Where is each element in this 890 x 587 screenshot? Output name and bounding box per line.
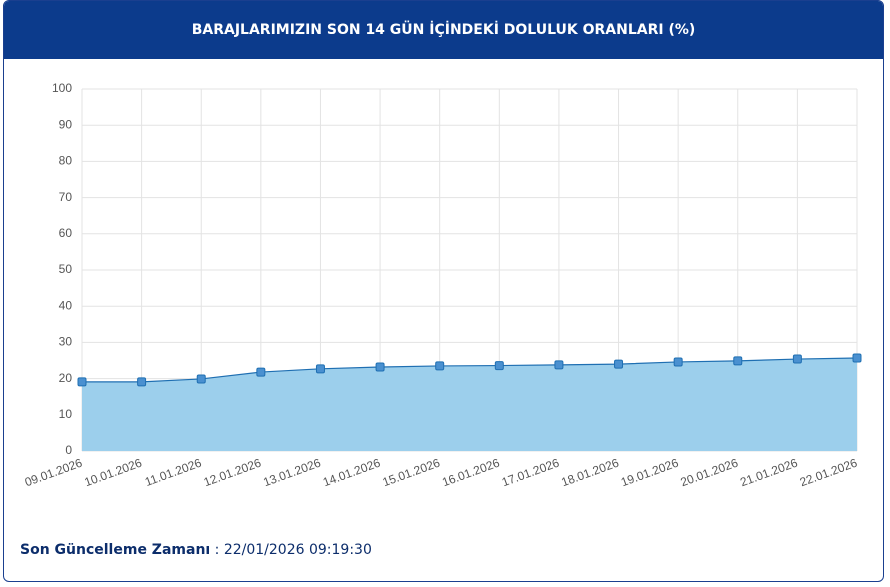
y-tick-label: 100	[52, 81, 72, 95]
y-tick-label: 90	[59, 117, 73, 131]
x-tick-label: 10.01.2026	[82, 456, 144, 490]
line	[82, 357, 858, 383]
y-tick-label: 60	[59, 226, 73, 240]
card: BARAJLARIMIZIN SON 14 GÜN İÇİNDEKİ DOLUL…	[3, 0, 884, 582]
y-tick-label: 50	[59, 262, 73, 276]
marker	[673, 357, 683, 367]
marker	[196, 374, 206, 384]
x-tick-label: 20.01.2026	[679, 456, 741, 490]
y-tick-label: 10	[59, 407, 73, 421]
marker	[852, 353, 862, 363]
y-tick-label: 80	[59, 154, 73, 168]
marker	[375, 362, 385, 372]
x-tick-label: 13.01.2026	[261, 456, 323, 490]
y-tick-label: 70	[59, 190, 73, 204]
x-tick-label: 14.01.2026	[321, 456, 383, 490]
chart: 0 10 20 30 40 50 60 70 80 90 100 09.01.202610.01.20…	[23, 81, 862, 490]
chart-title: BARAJLARIMIZIN SON 14 GÜN İÇİNDEKİ DOLUL…	[4, 1, 883, 59]
marker	[315, 364, 325, 374]
x-tick-label: 12.01.2026	[202, 456, 264, 490]
marker	[435, 361, 445, 371]
x-tick-label: 17.01.2026	[500, 456, 562, 490]
marker	[256, 367, 266, 377]
marker	[614, 359, 624, 369]
x-tick-label: 22.01.2026	[798, 456, 860, 490]
x-tick-label: 09.01.2026	[23, 456, 85, 490]
marker	[494, 361, 504, 371]
y-tick-label: 30	[59, 335, 73, 349]
marker	[792, 354, 802, 364]
x-tick-label: 19.01.2026	[619, 456, 681, 490]
x-tick-label: 21.01.2026	[738, 456, 800, 490]
marker	[77, 377, 87, 387]
marker	[137, 377, 147, 387]
marker	[733, 356, 743, 366]
last-update: Son Güncelleme Zamanı : 22/01/2026 09:19…	[20, 542, 372, 558]
x-tick-label: 11.01.2026	[143, 456, 204, 490]
x-tick-label: 16.01.2026	[440, 456, 502, 490]
update-label: Son Güncelleme Zamanı	[20, 542, 211, 558]
x-tick-label: 15.01.2026	[381, 456, 443, 490]
y-tick-label: 0	[65, 443, 72, 457]
y-tick-label: 40	[59, 298, 73, 312]
area	[82, 357, 857, 451]
y-tick-label: 20	[59, 371, 73, 385]
update-value: : 22/01/2026 09:19:30	[214, 542, 372, 558]
marker	[554, 360, 564, 370]
x-tick-label: 18.01.2026	[559, 456, 621, 490]
